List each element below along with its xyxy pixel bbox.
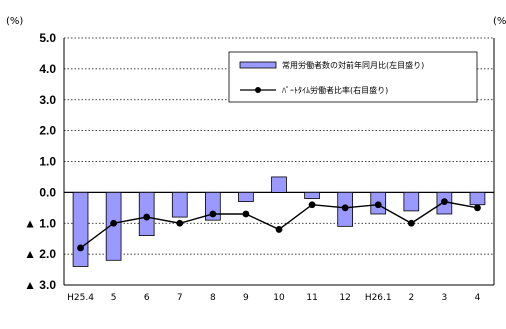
line-point	[209, 210, 217, 218]
y-unit-right: (%	[493, 16, 506, 27]
legend: 常用労働者数の対前年同月比(左目盛り) ﾊﾟｰﾄﾀｲﾑ労働者比率(右目盛り)	[228, 51, 478, 103]
x-tick-label: 7	[177, 293, 183, 303]
line-point	[176, 219, 184, 227]
line-point	[275, 226, 283, 233]
bar	[238, 191, 254, 203]
line-point	[143, 213, 151, 221]
x-tick-label: H25.4	[67, 293, 94, 303]
y-tick-label: 0.0	[39, 185, 56, 199]
line-point	[308, 201, 316, 209]
line-point	[407, 219, 415, 227]
y-tick-label: 5.0	[39, 31, 56, 45]
y-tick-label: ▲ 1.0	[24, 216, 56, 230]
x-tick-label: 3	[442, 293, 448, 303]
y-unit-left: (%)	[6, 16, 23, 27]
y-tick-label: 3.0	[39, 93, 56, 107]
y-tick-label: ▲ 2.0	[24, 247, 56, 261]
line-point	[242, 210, 250, 218]
x-tick-label: H26.1	[365, 293, 392, 303]
bar	[205, 191, 221, 221]
legend-bar-swatch	[239, 61, 277, 69]
bar	[403, 191, 420, 212]
axes	[63, 38, 495, 286]
bar	[304, 191, 320, 199]
x-tick-label: 6	[144, 293, 150, 303]
line-point	[110, 219, 118, 227]
bar	[72, 191, 89, 267]
bar	[271, 176, 287, 193]
legend-line-label: ﾊﾟｰﾄﾀｲﾑ労働者比率(右目盛り)	[282, 85, 388, 95]
x-tick-label: 8	[210, 293, 216, 303]
line-point	[77, 244, 84, 252]
legend-box	[228, 51, 478, 103]
legend-line-marker	[255, 87, 261, 93]
x-tick-label: 9	[243, 293, 249, 303]
line-point	[374, 201, 382, 209]
line-point	[341, 204, 349, 212]
y-tick-label: 1.0	[39, 155, 56, 169]
x-tick-label: 12	[339, 293, 350, 303]
x-tick-labels: H25.4 5 6 7 8 9 10 11 12 H26.1 2 3 4	[67, 293, 480, 303]
bar	[469, 191, 486, 206]
bar-series	[72, 176, 486, 267]
x-tick-label: 2	[408, 293, 414, 303]
legend-bar-label: 常用労働者数の対前年同月比(左目盛り)	[282, 60, 424, 70]
y-tick-label: 2.0	[39, 124, 56, 138]
x-tick-label: 4	[475, 293, 481, 303]
line-point	[474, 204, 481, 212]
bar	[171, 191, 188, 218]
x-tick-label: 11	[306, 293, 317, 303]
line-series	[77, 198, 481, 252]
line-point	[440, 198, 448, 206]
x-tick-label: 5	[111, 293, 117, 303]
y-tick-labels: 5.0 4.0 3.0 2.0 1.0 0.0 ▲ 1.0 ▲ 2.0 ▲ 3.0	[24, 31, 56, 292]
y-tick-label: ▲ 3.0	[24, 278, 56, 292]
x-tick-label: 10	[273, 293, 285, 303]
y-tick-label: 4.0	[39, 62, 56, 76]
